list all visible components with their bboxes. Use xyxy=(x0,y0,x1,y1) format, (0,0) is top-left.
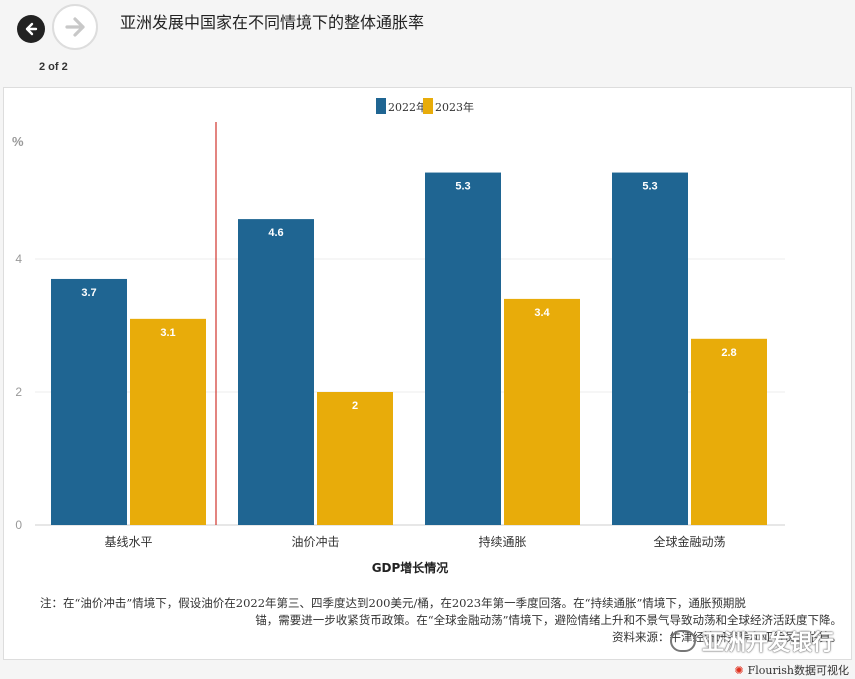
page-title: 亚洲发展中国家在不同情境下的整体通胀率 xyxy=(120,13,425,32)
flourish-credit[interactable]: ✺ Flourish数据可视化 xyxy=(734,662,849,678)
x-tick-label: 基线水平 xyxy=(104,535,152,549)
data-label: 2.8 xyxy=(721,347,736,359)
data-label: 5.3 xyxy=(642,181,657,193)
bar xyxy=(612,172,688,526)
bar xyxy=(51,278,127,525)
legend-swatch xyxy=(423,98,433,114)
bar xyxy=(504,298,580,525)
bar xyxy=(317,392,393,525)
bar xyxy=(691,338,767,525)
y-axis-label: % xyxy=(12,134,24,149)
x-tick-label: 油价冲击 xyxy=(291,534,339,549)
data-label: 4.6 xyxy=(268,227,283,239)
arrow-right-icon xyxy=(65,17,85,37)
forward-button[interactable] xyxy=(52,4,98,50)
page-counter: 2 of 2 xyxy=(39,61,68,73)
y-tick-label: 0 xyxy=(15,518,22,532)
watermark-text: 亚洲开发银行 xyxy=(702,631,835,656)
y-tick-label: 2 xyxy=(15,385,22,399)
watermark: 亚洲开发银行 xyxy=(670,625,834,657)
bar xyxy=(425,172,501,526)
x-tick-label: 全球金融动荡 xyxy=(653,534,725,549)
footnote: 注：在“油价冲击”情境下，假设油价在2022年第三、四季度达到200美元/桶，在… xyxy=(40,595,842,646)
legend-label: 2023年 xyxy=(435,100,474,114)
x-tick-label: 持续通胀 xyxy=(478,534,526,549)
x-axis-title: GDP增长情况 xyxy=(372,560,449,575)
footnote-line-2: 锚，需要进一步收紧货币政策。在“全球金融动荡”情境下，避险情绪上升和不景气导致动… xyxy=(255,613,842,627)
legend-label: 2022年 xyxy=(388,100,427,114)
data-label: 3.4 xyxy=(534,307,550,319)
flourish-logo-icon: ✺ xyxy=(734,663,744,677)
footnote-source: 资料来源：牛津经济研究院和亚行员工估算。 xyxy=(612,630,842,644)
credit-text: Flourish数据可视化 xyxy=(747,664,849,677)
arrow-left-icon xyxy=(25,22,38,36)
bar-chart: 0 2 4% 3.7 3.1 基线水平 4.6 2 油价冲击 5.3 3.4 持续通胀 5.3 2.8 全球… xyxy=(12,98,785,575)
bar xyxy=(238,219,314,525)
data-label: 5.3 xyxy=(455,181,470,193)
data-label: 3.1 xyxy=(160,327,175,339)
y-tick-label: 4 xyxy=(15,252,22,266)
data-label: 3.7 xyxy=(81,287,96,299)
bar xyxy=(130,318,206,525)
data-label: 2 xyxy=(352,400,358,412)
legend-swatch xyxy=(376,98,386,114)
wechat-icon xyxy=(670,630,696,652)
back-button[interactable] xyxy=(17,15,45,43)
footnote-line-1: 注：在“油价冲击”情境下，假设油价在2022年第三、四季度达到200美元/桶，在… xyxy=(40,596,746,610)
